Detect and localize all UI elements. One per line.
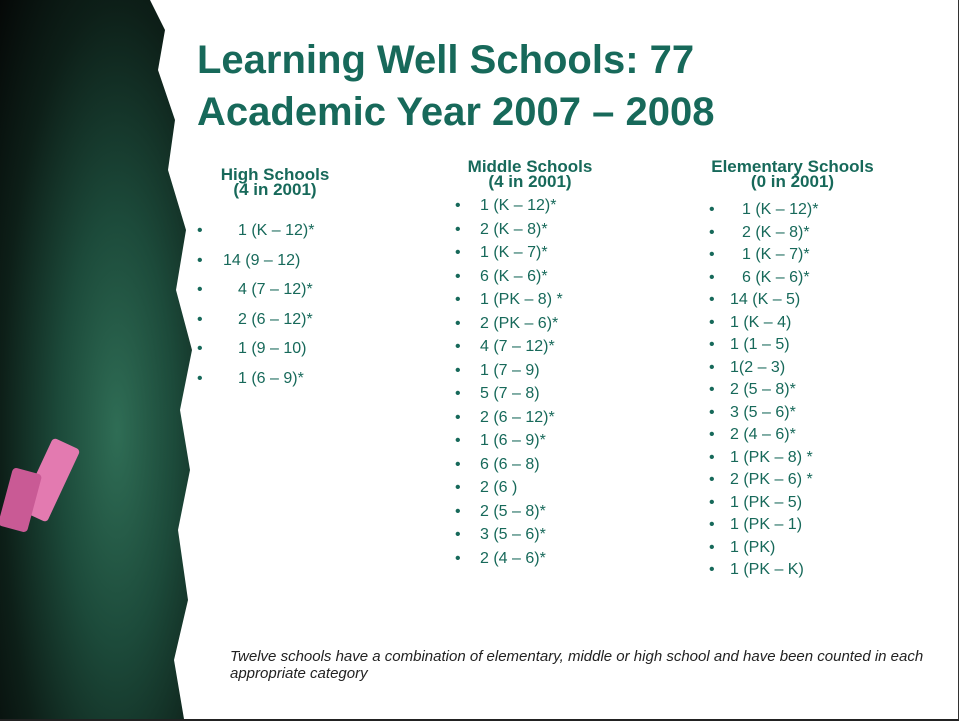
list-item: 1 (PK – 5) (730, 494, 802, 512)
list-item: 6 (6 – 8) (480, 456, 540, 474)
bullet: • (709, 269, 715, 287)
bullet: • (709, 494, 715, 512)
bullet: • (197, 311, 203, 329)
list-item: 2 (5 – 8)* (480, 503, 546, 521)
list-item: 14 (9 – 12) (223, 252, 300, 270)
list-item: 1 (6 – 9)* (238, 370, 304, 388)
bullet: • (197, 252, 203, 270)
bullet: • (709, 381, 715, 399)
list-item: 4 (7 – 12)* (238, 281, 313, 299)
list-item: 1 (K – 12)* (480, 197, 556, 215)
footnote: Twelve schools have a combination of ele… (230, 648, 930, 682)
column-subheading: (4 in 2001) (195, 182, 355, 197)
list-item: 1 (9 – 10) (238, 340, 306, 358)
bullet: • (197, 340, 203, 358)
bullet: • (455, 479, 461, 497)
list-item: 2 (PK – 6)* (480, 315, 558, 333)
list-item: 3 (5 – 6)* (480, 526, 546, 544)
bullet: • (709, 314, 715, 332)
list-item: 1 (K – 12)* (238, 222, 314, 240)
list-item: 2 (6 – 12)* (480, 409, 555, 427)
list-item: 6 (K – 6)* (480, 268, 548, 286)
bullet: • (455, 338, 461, 356)
list-item: 1 (K – 4) (730, 314, 791, 332)
title-line: Learning Well Schools: 77 (197, 38, 694, 83)
bullet: • (197, 370, 203, 388)
bullet: • (455, 456, 461, 474)
bullet: • (455, 315, 461, 333)
list-item: 4 (7 – 12)* (480, 338, 555, 356)
bullet: • (709, 561, 715, 579)
bullet: • (709, 471, 715, 489)
list-item: 14 (K – 5) (730, 291, 800, 309)
bullet: • (709, 404, 715, 422)
list-item: 1 (K – 7)* (742, 246, 810, 264)
list-item: 5 (7 – 8) (480, 385, 540, 403)
bullet: • (455, 409, 461, 427)
bullet: • (197, 281, 203, 299)
list-item: 2 (4 – 6)* (730, 426, 796, 444)
title-line: Academic Year 2007 – 2008 (197, 90, 714, 135)
list-item: 1 (1 – 5) (730, 336, 790, 354)
list-item: 2 (K – 8)* (742, 224, 810, 242)
bullet: • (455, 503, 461, 521)
slide: Learning Well Schools: 77 Academic Year … (0, 0, 959, 721)
list-item: 1 (K – 7)* (480, 244, 548, 262)
list-item: 1 (6 – 9)* (480, 432, 546, 450)
bullet: • (455, 221, 461, 239)
bullet: • (455, 268, 461, 286)
list-item: 6 (K – 6)* (742, 269, 810, 287)
bullet: • (709, 336, 715, 354)
list-item: 1(2 – 3) (730, 359, 785, 377)
list-item: 1 (PK – 8) * (480, 291, 563, 309)
list-item: 1 (K – 12)* (742, 201, 818, 219)
bullet: • (455, 385, 461, 403)
list-item: 1 (PK – 1) (730, 516, 802, 534)
list-item: 1 (PK) (730, 539, 775, 557)
bullet: • (709, 246, 715, 264)
bullet: • (197, 222, 203, 240)
bullet: • (709, 359, 715, 377)
bullet: • (709, 201, 715, 219)
column-subheading: (4 in 2001) (440, 174, 620, 189)
list-item: 2 (6 – 12)* (238, 311, 313, 329)
bullet: • (709, 426, 715, 444)
bullet: • (709, 539, 715, 557)
bullet: • (709, 224, 715, 242)
bullet: • (455, 362, 461, 380)
bullet: • (709, 291, 715, 309)
list-item: 2 (5 – 8)* (730, 381, 796, 399)
list-item: 2 (6 ) (480, 479, 517, 497)
bullet: • (455, 291, 461, 309)
column-subheading: (0 in 2001) (700, 174, 885, 189)
list-item: 2 (PK – 6) * (730, 471, 813, 489)
bullet: • (709, 449, 715, 467)
list-item: 1 (PK – 8) * (730, 449, 813, 467)
bullet: • (455, 550, 461, 568)
bullet: • (709, 516, 715, 534)
list-item: 2 (4 – 6)* (480, 550, 546, 568)
list-item: 2 (K – 8)* (480, 221, 548, 239)
chalkboard-decoration (0, 0, 195, 719)
bullet: • (455, 526, 461, 544)
list-item: 3 (5 – 6)* (730, 404, 796, 422)
bullet: • (455, 244, 461, 262)
bullet: • (455, 432, 461, 450)
bullet: • (455, 197, 461, 215)
list-item: 1 (7 – 9) (480, 362, 540, 380)
list-item: 1 (PK – K) (730, 561, 804, 579)
